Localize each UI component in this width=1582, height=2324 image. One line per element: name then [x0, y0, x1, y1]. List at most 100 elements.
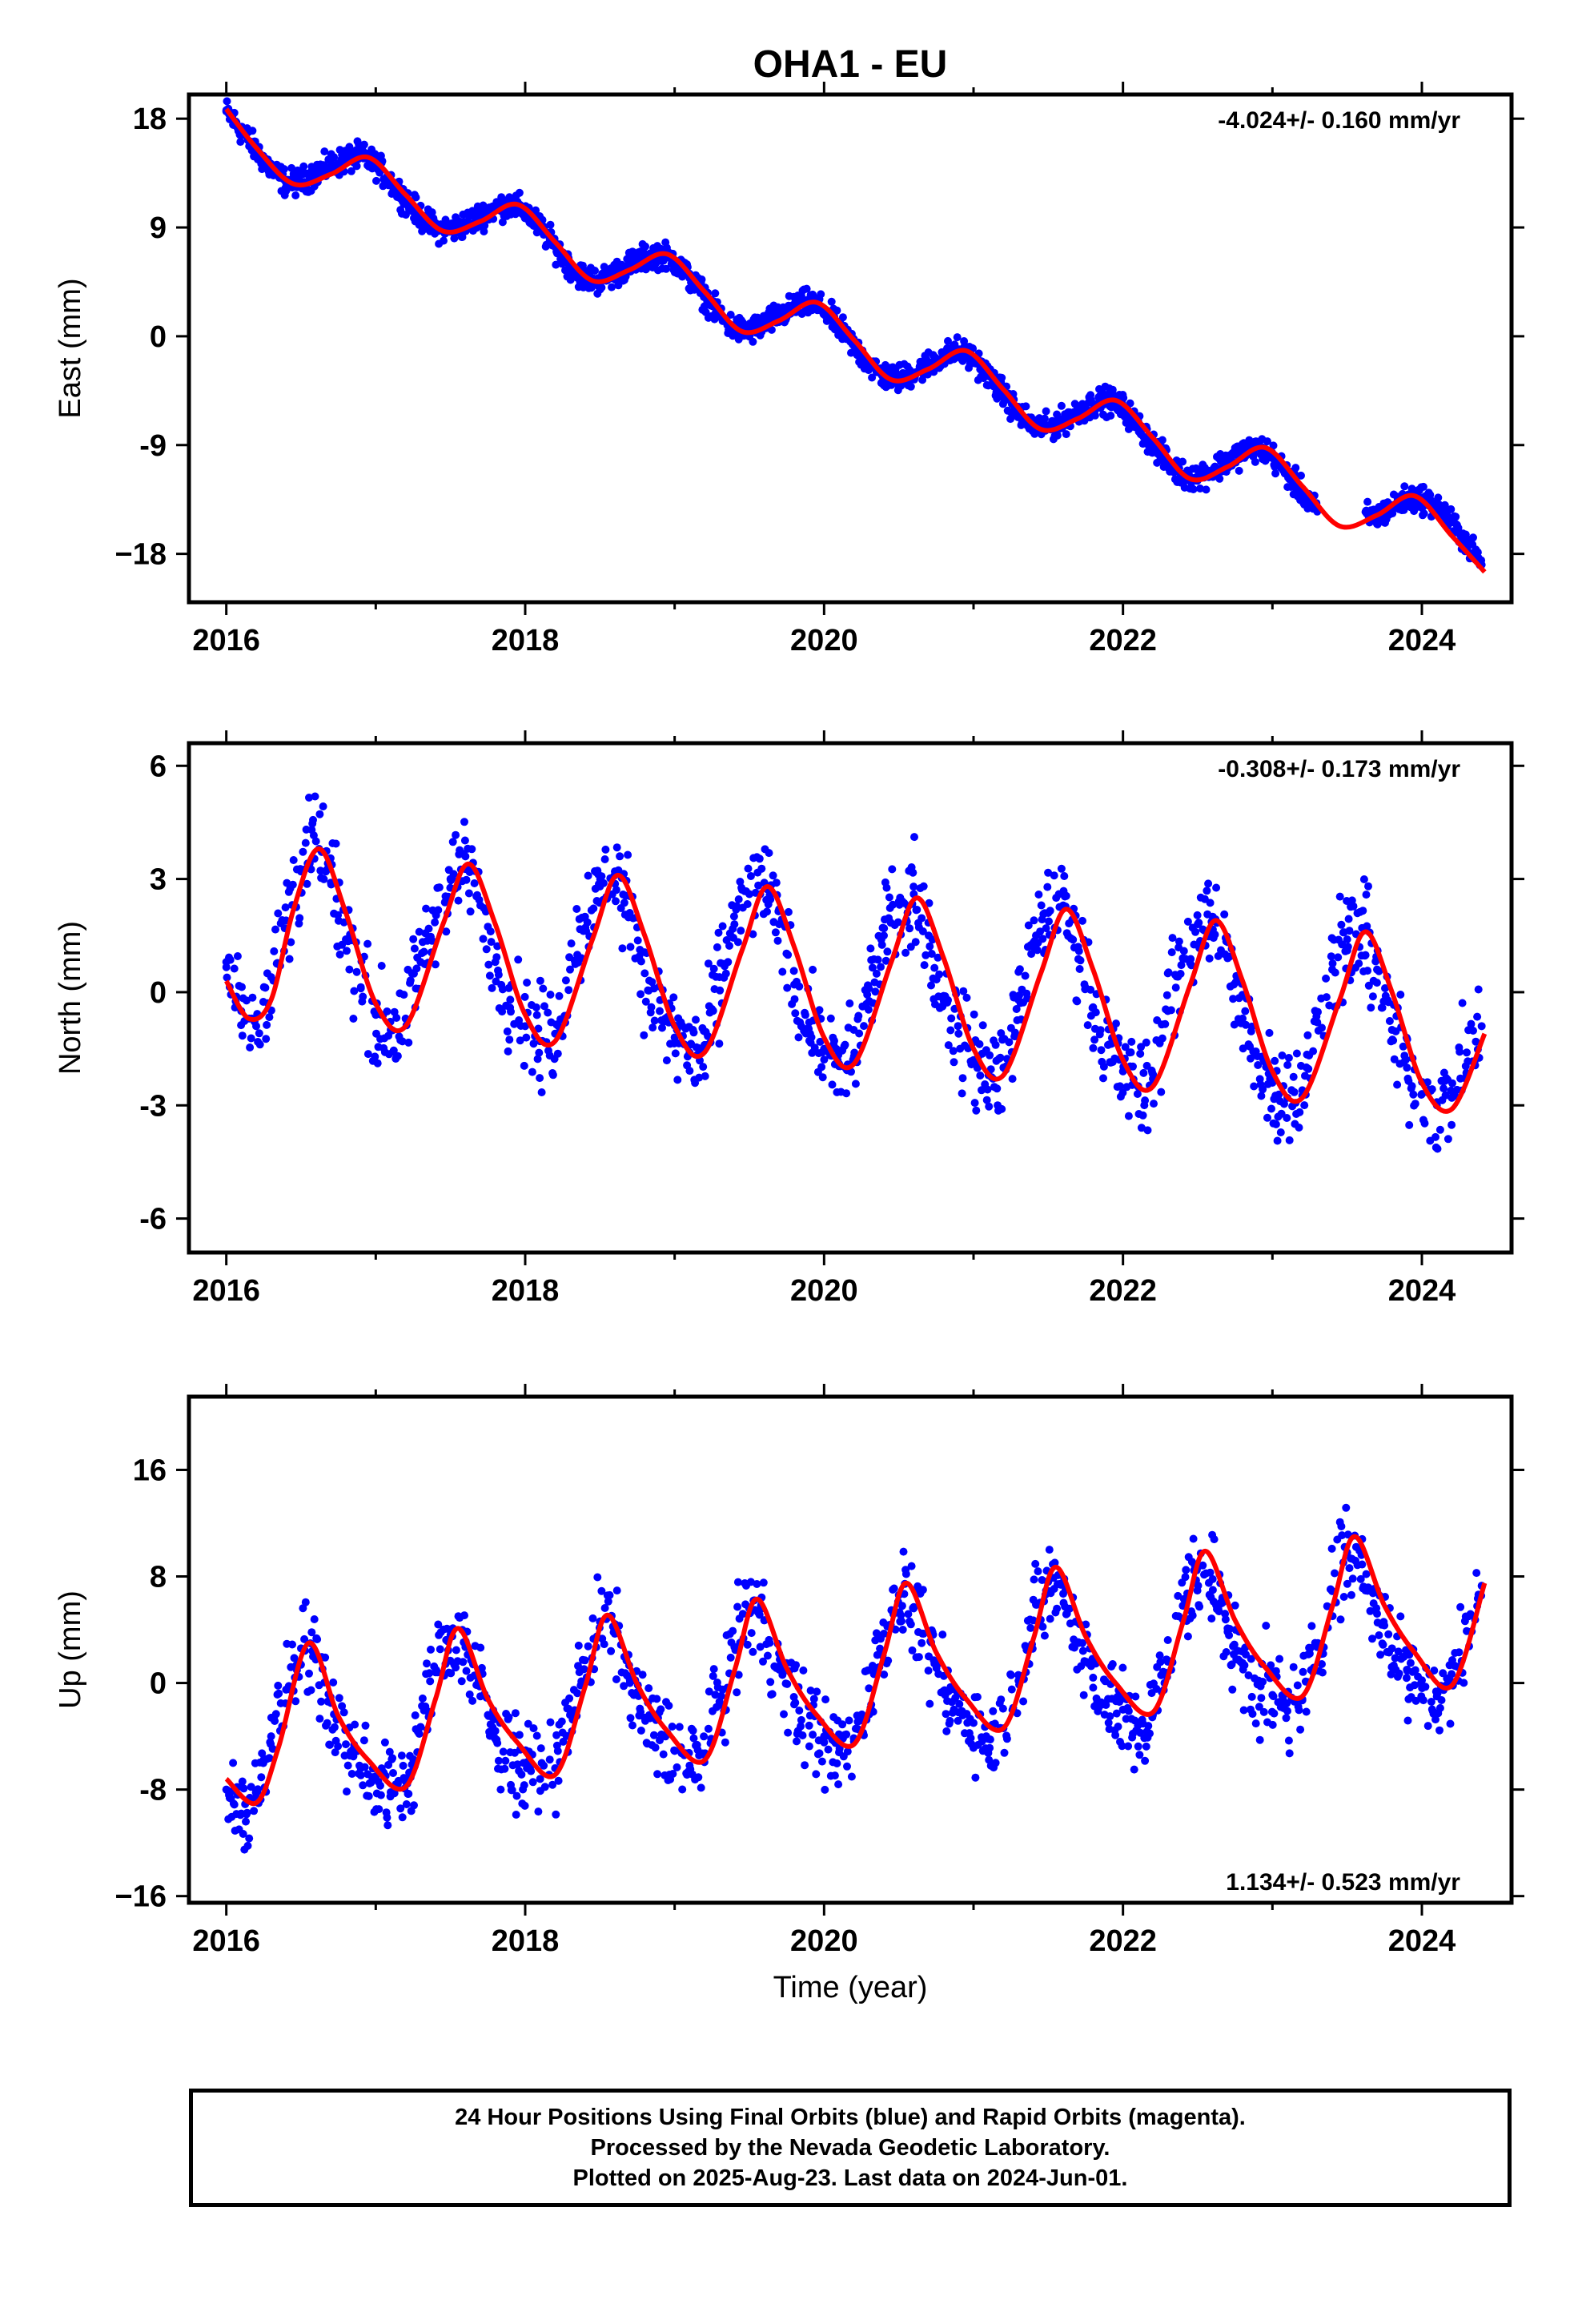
up-daily-point [512, 1791, 521, 1800]
up-daily-point [1270, 1709, 1279, 1718]
up-daily-point [1343, 1579, 1351, 1588]
up-ytick-label: 16 [133, 1454, 167, 1487]
north-daily-point [729, 924, 737, 933]
north-daily-point [734, 895, 743, 903]
up-daily-point [1285, 1749, 1294, 1758]
north-daily-point [311, 792, 319, 801]
north-plot-area [222, 792, 1488, 1153]
north-ytick-label: 0 [150, 976, 167, 1010]
up-daily-point [238, 1777, 247, 1786]
east-daily-cloud [222, 97, 1486, 569]
up-daily-point [418, 1694, 427, 1703]
north-daily-point [944, 1041, 953, 1050]
up-daily-point [1183, 1632, 1192, 1641]
north-daily-point [842, 1089, 851, 1098]
up-daily-point [906, 1620, 915, 1629]
north-daily-point [1364, 882, 1372, 891]
up-daily-point [1326, 1585, 1335, 1594]
up-daily-point [1038, 1622, 1047, 1631]
up-daily-point [734, 1671, 743, 1679]
north-daily-point [299, 847, 307, 856]
up-daily-point [880, 1671, 889, 1679]
up-daily-point [452, 1646, 460, 1655]
north-daily-point [533, 1055, 542, 1063]
north-daily-point [288, 880, 297, 889]
north-daily-point [817, 1063, 826, 1072]
up-daily-point [1380, 1621, 1389, 1630]
north-daily-point [1089, 1043, 1098, 1052]
north-daily-point [972, 1106, 981, 1115]
east-daily-point [1434, 493, 1443, 502]
north-daily-point [905, 924, 914, 933]
up-daily-point [1342, 1503, 1351, 1512]
north-daily-point [795, 982, 804, 991]
north-daily-point [1024, 921, 1033, 930]
up-daily-point [990, 1719, 999, 1728]
up-daily-point [305, 1669, 313, 1678]
east-daily-point [1202, 485, 1211, 494]
up-daily-point [580, 1665, 588, 1674]
north-daily-point [514, 955, 523, 964]
east-daily-point [279, 165, 288, 174]
up-daily-point [628, 1721, 636, 1730]
north-daily-point [695, 1073, 704, 1082]
up-daily-point [997, 1695, 1006, 1704]
up-daily-point [842, 1730, 851, 1739]
north-daily-point [1083, 1021, 1092, 1030]
north-daily-point [1157, 1088, 1166, 1096]
north-daily-point [1012, 1005, 1021, 1013]
up-daily-point [1348, 1574, 1357, 1583]
north-daily-point [947, 1014, 956, 1023]
north-daily-point [1191, 927, 1200, 936]
north-daily-point [1263, 1113, 1271, 1122]
north-daily-point [1203, 887, 1211, 895]
east-daily-point [1297, 471, 1305, 480]
up-daily-point [805, 1721, 813, 1730]
north-daily-point [715, 1039, 724, 1048]
up-daily-point [1435, 1703, 1444, 1712]
up-daily-point [397, 1751, 406, 1760]
north-daily-point [1242, 1020, 1251, 1029]
north-daily-point [1396, 991, 1405, 999]
north-daily-point [1290, 1088, 1299, 1096]
east-daily-point [749, 337, 757, 346]
east-ytick-label: −18 [115, 538, 167, 572]
up-daily-point [343, 1761, 352, 1770]
up-daily-point [791, 1699, 800, 1707]
north-daily-point [851, 1080, 860, 1088]
east-daily-point [711, 289, 720, 298]
north-daily-point [1378, 1003, 1387, 1012]
up-daily-point [1466, 1610, 1475, 1618]
north-daily-point [1137, 1124, 1146, 1132]
up-daily-point [1026, 1615, 1034, 1624]
up-daily-point [1146, 1729, 1154, 1738]
up-daily-point [798, 1731, 807, 1739]
up-daily-point [971, 1773, 980, 1782]
north-daily-point [944, 995, 952, 1004]
north-daily-point [872, 969, 881, 978]
up-daily-point [1375, 1631, 1383, 1639]
north-daily-point [415, 927, 424, 936]
east-plot-area [222, 97, 1487, 574]
north-daily-point [305, 794, 313, 802]
north-daily-point [454, 896, 463, 905]
north-daily-point [1183, 917, 1192, 926]
north-daily-point [1044, 868, 1053, 877]
north-daily-point [670, 1033, 679, 1042]
north-daily-point [1241, 1007, 1250, 1015]
up-daily-point [385, 1747, 394, 1756]
up-daily-point [694, 1773, 703, 1782]
north-daily-point [743, 900, 752, 908]
up-daily-point [1306, 1644, 1315, 1652]
north-daily-point [359, 992, 367, 1001]
north-daily-point [1229, 995, 1238, 1003]
north-daily-point [709, 964, 718, 973]
up-daily-point [651, 1743, 660, 1752]
up-daily-point [588, 1614, 597, 1622]
north-daily-point [725, 942, 733, 950]
north-daily-point [350, 987, 359, 995]
north-daily-point [978, 1021, 987, 1030]
up-ylabel: Up (mm) [54, 1590, 87, 1709]
